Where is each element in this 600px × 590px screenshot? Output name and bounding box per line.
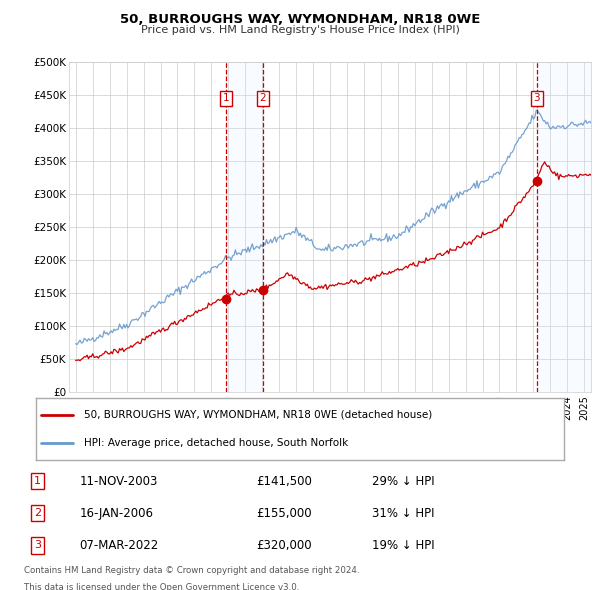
Text: 2: 2 [34, 509, 41, 518]
Text: 11-NOV-2003: 11-NOV-2003 [79, 475, 158, 488]
Text: 3: 3 [533, 93, 540, 103]
Text: 50, BURROUGHS WAY, WYMONDHAM, NR18 0WE (detached house): 50, BURROUGHS WAY, WYMONDHAM, NR18 0WE (… [83, 410, 432, 420]
Text: 3: 3 [34, 540, 41, 550]
Text: 1: 1 [34, 476, 41, 486]
Text: 2: 2 [260, 93, 266, 103]
Text: Contains HM Land Registry data © Crown copyright and database right 2024.: Contains HM Land Registry data © Crown c… [24, 566, 359, 575]
Text: 1: 1 [223, 93, 229, 103]
Bar [536, 62, 591, 392]
Text: HPI: Average price, detached house, South Norfolk: HPI: Average price, detached house, Sout… [83, 438, 348, 448]
Bar [226, 62, 263, 392]
Text: £155,000: £155,000 [256, 507, 311, 520]
Text: 50, BURROUGHS WAY, WYMONDHAM, NR18 0WE: 50, BURROUGHS WAY, WYMONDHAM, NR18 0WE [120, 13, 480, 26]
Text: 19% ↓ HPI: 19% ↓ HPI [372, 539, 434, 552]
Text: Price paid vs. HM Land Registry's House Price Index (HPI): Price paid vs. HM Land Registry's House … [140, 25, 460, 35]
Text: £141,500: £141,500 [256, 475, 312, 488]
Text: 07-MAR-2022: 07-MAR-2022 [79, 539, 158, 552]
Text: 29% ↓ HPI: 29% ↓ HPI [372, 475, 434, 488]
Text: 31% ↓ HPI: 31% ↓ HPI [372, 507, 434, 520]
Text: £320,000: £320,000 [256, 539, 311, 552]
Text: This data is licensed under the Open Government Licence v3.0.: This data is licensed under the Open Gov… [24, 583, 299, 590]
Text: 16-JAN-2006: 16-JAN-2006 [79, 507, 153, 520]
